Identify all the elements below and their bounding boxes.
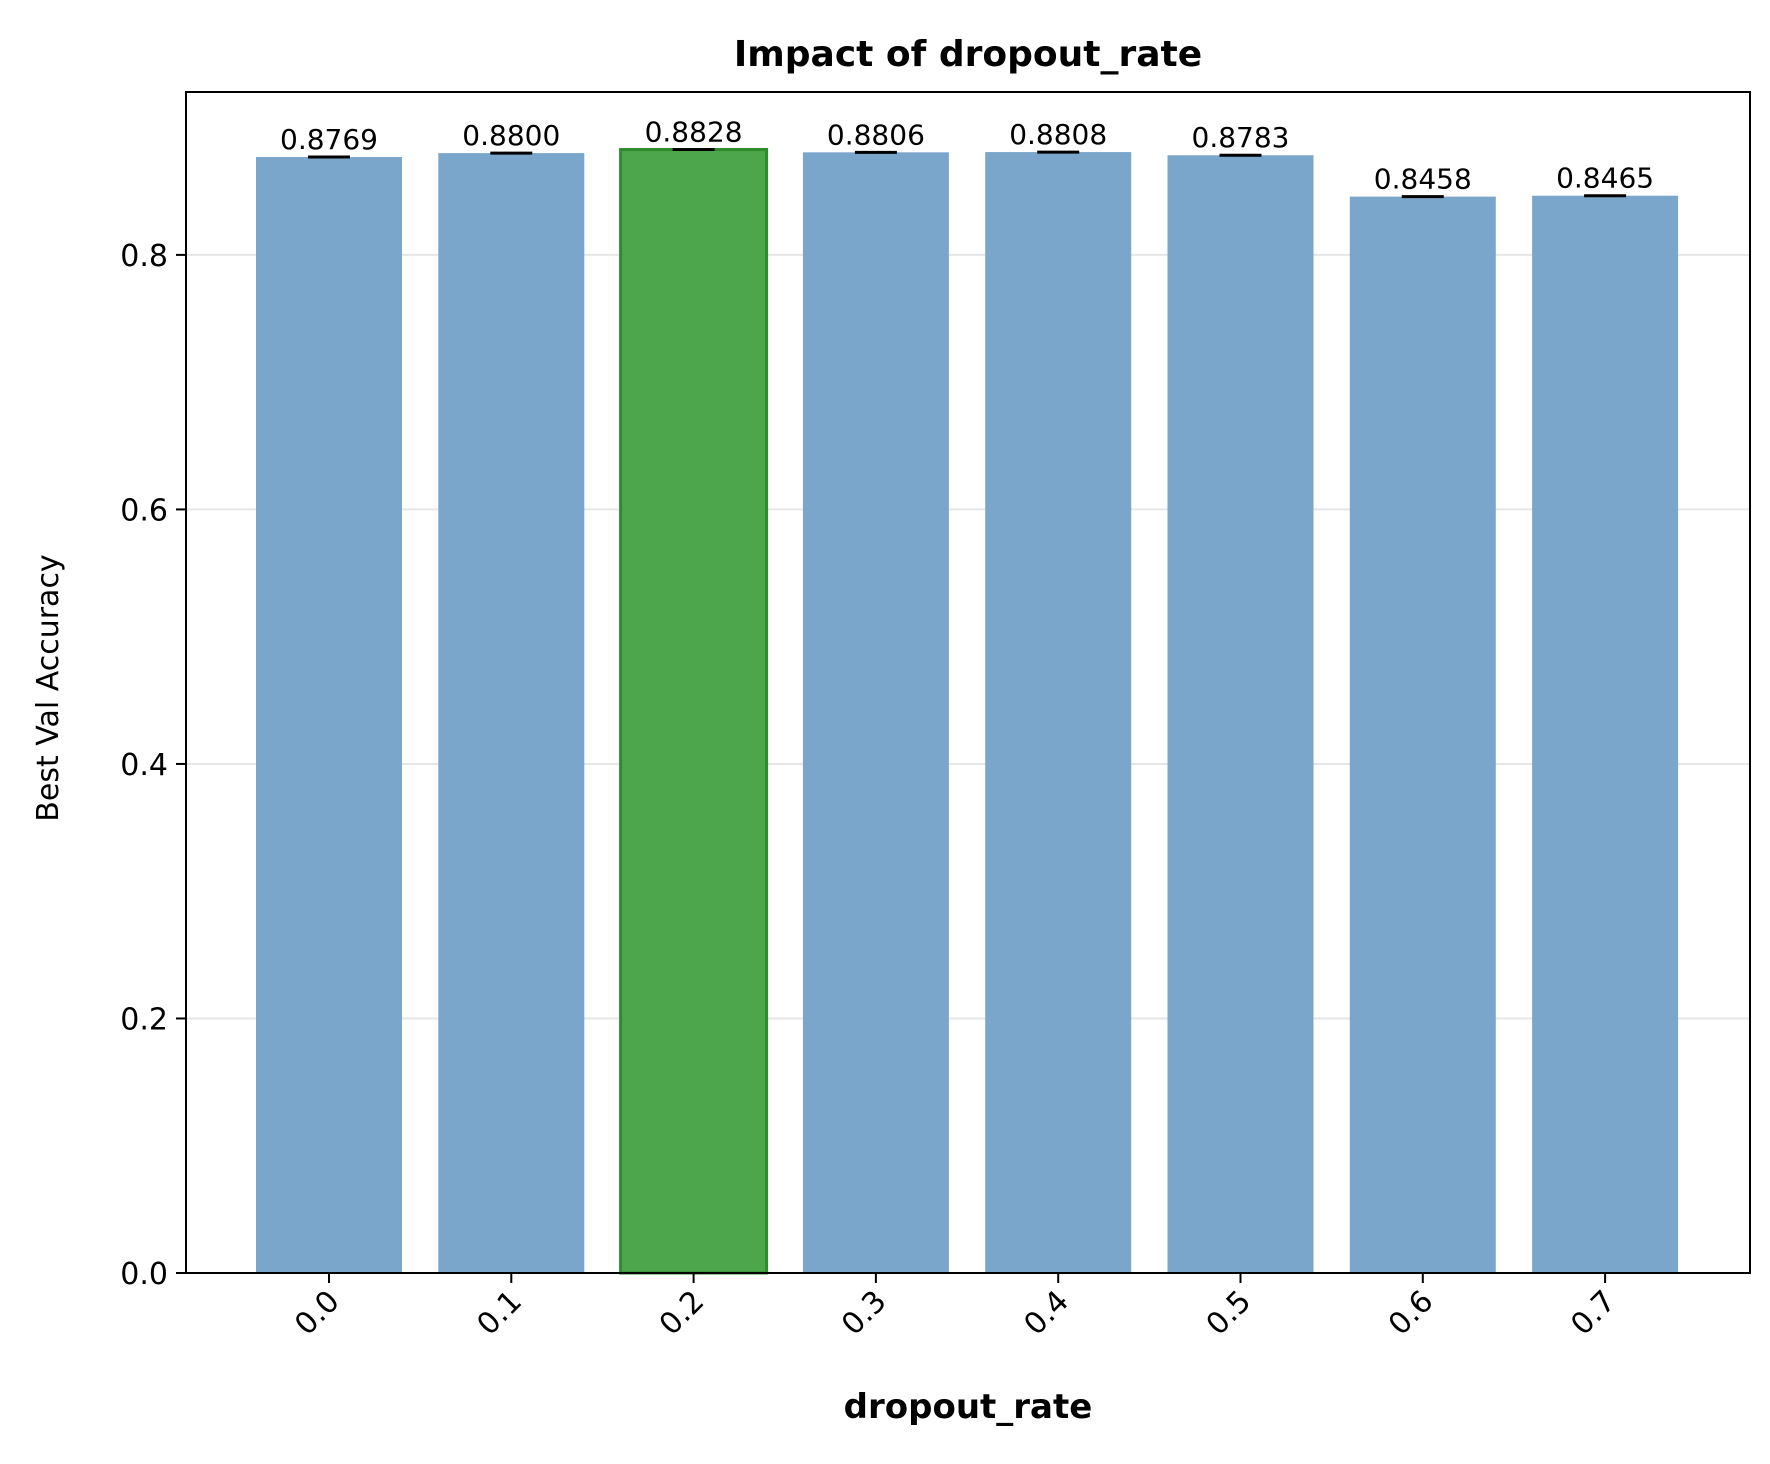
x-tick-label: 0.6 [1382,1284,1440,1342]
y-tick-label: 0.8 [120,239,168,274]
data-label: 0.8769 [280,123,378,156]
y-tick-label: 0.2 [120,1002,168,1037]
bars [256,148,1679,1275]
y-axis-label: Best Val Accuracy [31,554,66,821]
x-tick-label: 0.3 [835,1284,893,1342]
bar [1349,196,1496,1274]
x-tick-label: 0.7 [1564,1284,1622,1342]
data-labels: 0.8769 0.8800 0.8828 0.8806 0.8808 0.8783 0.84… [280,116,1654,196]
x-tick-label: 0.4 [1017,1284,1075,1342]
data-label: 0.8465 [1556,162,1654,195]
data-label: 0.8828 [645,116,743,149]
bar [985,152,1132,1273]
bar [256,157,402,1273]
x-axis-label: dropout_rate [844,1387,1093,1427]
data-label: 0.8806 [827,118,925,151]
x-tick-label: 0.2 [653,1284,711,1342]
bar [1532,195,1679,1274]
data-label: 0.8783 [1192,121,1290,154]
y-tick-label: 0.6 [120,493,168,528]
axes [185,91,1751,1274]
y-tick-label: 0.0 [120,1257,168,1292]
data-label: 0.8808 [1009,118,1107,151]
bar-highlighted [619,148,769,1275]
plot-frame [185,91,1751,1274]
x-tick-label: 0.1 [470,1284,528,1342]
data-label: 0.8800 [462,119,560,152]
data-label: 0.8458 [1374,163,1472,196]
bar [802,152,949,1273]
grid-lines [186,253,1750,1020]
x-tick-label: 0.5 [1200,1284,1258,1342]
x-tick-label: 0.0 [288,1284,346,1342]
y-tick-label: 0.4 [120,748,168,783]
bar [438,153,585,1274]
bar [1167,155,1314,1274]
chart-title: Impact of dropout_rate [734,34,1202,75]
